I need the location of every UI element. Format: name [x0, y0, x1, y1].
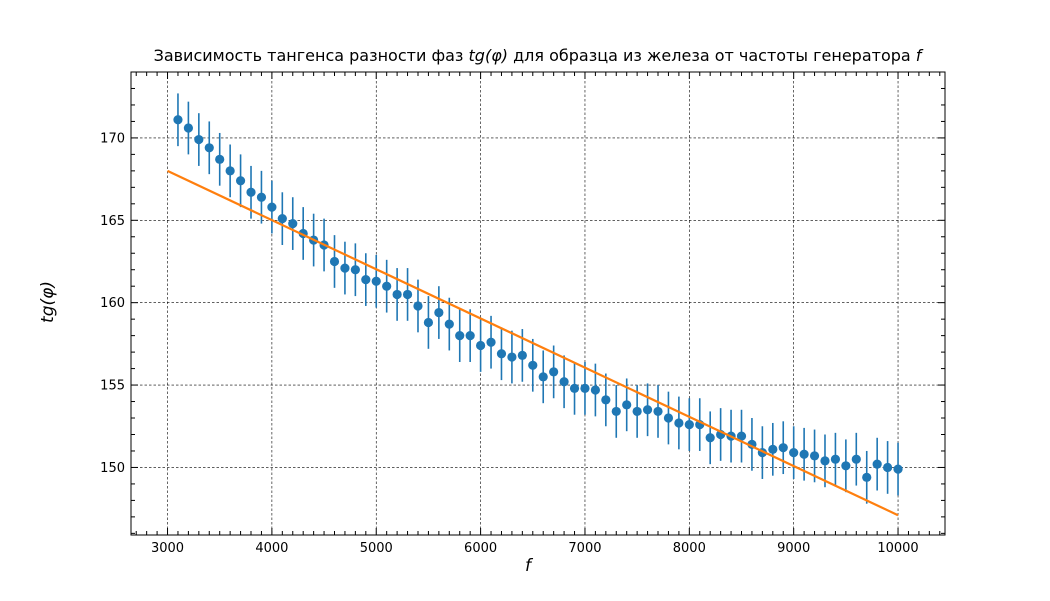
- data-point: [329, 256, 340, 267]
- data-point: [674, 418, 684, 428]
- data-point: [549, 367, 559, 377]
- data-point: [204, 143, 214, 153]
- data-point: [496, 349, 507, 359]
- data-point: [538, 372, 548, 382]
- data-point: [256, 192, 267, 202]
- data-point: [225, 166, 235, 176]
- data-point: [559, 377, 569, 387]
- data-point: [465, 331, 475, 341]
- data-point: [632, 406, 642, 417]
- data-point: [851, 454, 861, 464]
- data-point: [883, 462, 893, 473]
- data-point: [507, 352, 517, 362]
- data-point: [288, 218, 298, 229]
- data-point: [423, 317, 434, 328]
- data-point: [580, 383, 590, 393]
- data-point: [517, 350, 527, 361]
- data-point: [413, 301, 423, 311]
- grid-lines: [131, 72, 945, 535]
- data-point: [434, 307, 444, 318]
- x-tick-label: 4000: [255, 541, 288, 556]
- title-symbol-y: tg(φ): [468, 46, 508, 65]
- data-point: [392, 289, 402, 300]
- x-tick-label: 10000: [877, 541, 918, 556]
- data-point: [799, 449, 809, 459]
- data-point: [611, 406, 621, 417]
- data-point: [653, 406, 663, 417]
- fit-line: [167, 169, 899, 517]
- y-tick-label: 160: [100, 296, 125, 311]
- title-part-2: для образца из железа от частоты генерат…: [508, 46, 916, 65]
- data-point: [872, 459, 882, 469]
- data-point: [382, 281, 392, 291]
- data-point: [183, 123, 193, 133]
- data-point: [622, 400, 632, 410]
- data-point: [267, 202, 277, 212]
- x-tick-label: 8000: [673, 541, 706, 556]
- data-points: [173, 115, 903, 482]
- x-tick-label: 6000: [464, 541, 497, 556]
- x-tick-label: 3000: [151, 541, 184, 556]
- data-point: [820, 456, 830, 466]
- y-tick-label: 170: [100, 131, 125, 146]
- data-point: [601, 395, 611, 405]
- data-point: [684, 420, 694, 430]
- data-point: [371, 276, 381, 286]
- title-symbol-x: f: [915, 46, 922, 65]
- data-point: [486, 337, 496, 347]
- data-point: [768, 444, 778, 454]
- data-point: [862, 472, 872, 482]
- data-point: [361, 275, 371, 285]
- data-point: [476, 340, 486, 351]
- data-point: [830, 454, 841, 464]
- data-point: [235, 176, 246, 186]
- x-tick-label: 9000: [777, 541, 810, 556]
- data-point: [444, 319, 454, 329]
- data-point: [455, 331, 465, 341]
- y-tick-label: 155: [100, 379, 125, 394]
- data-point: [402, 289, 413, 300]
- axis-ticks: [131, 72, 945, 535]
- data-point: [350, 265, 360, 275]
- data-point: [789, 448, 799, 458]
- data-point: [590, 385, 600, 395]
- data-point: [277, 214, 287, 224]
- x-tick-labels: 3000 4000 5000 6000 7000 8000 9000 10000: [151, 541, 919, 556]
- title-part-1: Зависимость тангенса разности фаз: [153, 46, 469, 65]
- data-point: [663, 413, 674, 423]
- y-tick-label: 165: [100, 214, 125, 229]
- x-tick-label: 7000: [568, 541, 601, 556]
- data-point: [809, 451, 820, 461]
- plot-frame: [130, 71, 946, 536]
- data-point: [215, 154, 225, 164]
- y-axis-label: tg(φ): [38, 281, 58, 323]
- data-point: [194, 134, 204, 145]
- data-point: [705, 433, 715, 443]
- x-tick-label: 5000: [360, 541, 393, 556]
- error-bars: [177, 93, 899, 504]
- data-point: [569, 383, 580, 393]
- data-point: [642, 405, 653, 415]
- data-point: [173, 115, 183, 125]
- fit-line-group: [167, 169, 899, 517]
- data-point: [736, 431, 747, 441]
- data-point: [893, 464, 903, 474]
- data-point: [340, 263, 350, 273]
- x-axis-label: f: [525, 556, 531, 576]
- chart-title: Зависимость тангенса разности фаз tg(φ) …: [0, 46, 1050, 65]
- y-tick-label: 150: [100, 461, 125, 476]
- data-point: [246, 187, 256, 197]
- data-point: [528, 360, 538, 370]
- data-point: [778, 443, 788, 453]
- y-tick-labels: 150 155 160 165 170: [100, 131, 125, 476]
- data-point: [841, 461, 851, 471]
